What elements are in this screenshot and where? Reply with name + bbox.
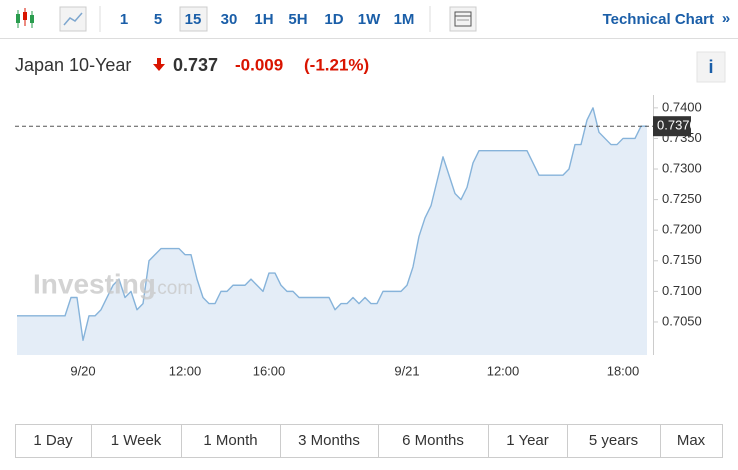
price-line: [17, 107, 647, 342]
range-button[interactable]: 5 years: [589, 432, 638, 449]
instrument-name: Japan 10-Year: [15, 55, 131, 75]
table-icon: [454, 11, 472, 27]
range-button[interactable]: 6 Months: [402, 432, 464, 449]
x-tick-label: 9/20: [70, 363, 95, 378]
table-icon-box[interactable]: [449, 6, 477, 32]
watermark: Investing: [33, 268, 156, 299]
x-tick-label: 12:00: [487, 363, 520, 378]
y-tick-label: 0.7400: [662, 99, 702, 114]
line-icon: [63, 12, 83, 26]
down-arrow: [153, 58, 165, 71]
interval-button[interactable]: 5: [154, 11, 162, 28]
x-tick-label: 18:00: [607, 363, 640, 378]
candle-icon[interactable]: [16, 8, 34, 28]
range-button[interactable]: 1 Year: [506, 432, 549, 449]
y-tick-label: 0.7050: [662, 313, 702, 328]
y-tick-label: 0.7100: [662, 283, 702, 298]
y-tick-label: 0.7250: [662, 191, 702, 206]
y-tick-label: 0.7200: [662, 222, 702, 237]
x-tick-label: 9/21: [394, 363, 419, 378]
interval-button[interactable]: 1: [120, 11, 128, 28]
x-tick-label: 16:00: [253, 363, 286, 378]
range-button[interactable]: 1 Week: [111, 432, 162, 449]
range-button[interactable]: 1 Day: [33, 432, 73, 449]
last-price-label: 0.7370: [657, 118, 697, 133]
range-bar: [15, 424, 723, 458]
watermark: .com: [152, 278, 193, 299]
range-button[interactable]: 1 Month: [203, 432, 257, 449]
info-box[interactable]: [696, 51, 726, 83]
range-button[interactable]: Max: [677, 432, 706, 449]
more-icon[interactable]: »: [722, 10, 730, 27]
active-interval-box: [179, 6, 208, 32]
change-percent: (-1.21%): [304, 55, 369, 74]
area-fill: [17, 107, 647, 355]
y-tick-label: 0.7150: [662, 252, 702, 267]
interval-button[interactable]: 5H: [288, 11, 307, 28]
price: 0.737: [173, 55, 218, 75]
range-button[interactable]: 3 Months: [298, 432, 360, 449]
last-price-box: [653, 116, 691, 137]
interval-button[interactable]: 1M: [394, 11, 415, 28]
interval-button[interactable]: 1H: [254, 11, 273, 28]
y-tick-label: 0.7300: [662, 160, 702, 175]
info-icon: i: [708, 57, 713, 77]
technical-chart-link[interactable]: Technical Chart: [603, 11, 714, 28]
interval-button[interactable]: 30: [221, 11, 238, 28]
interval-button[interactable]: 1D: [324, 11, 343, 28]
change: -0.009: [235, 55, 283, 74]
interval-button[interactable]: 15: [185, 11, 202, 28]
x-tick-label: 12:00: [169, 363, 202, 378]
interval-button[interactable]: 1W: [358, 11, 381, 28]
